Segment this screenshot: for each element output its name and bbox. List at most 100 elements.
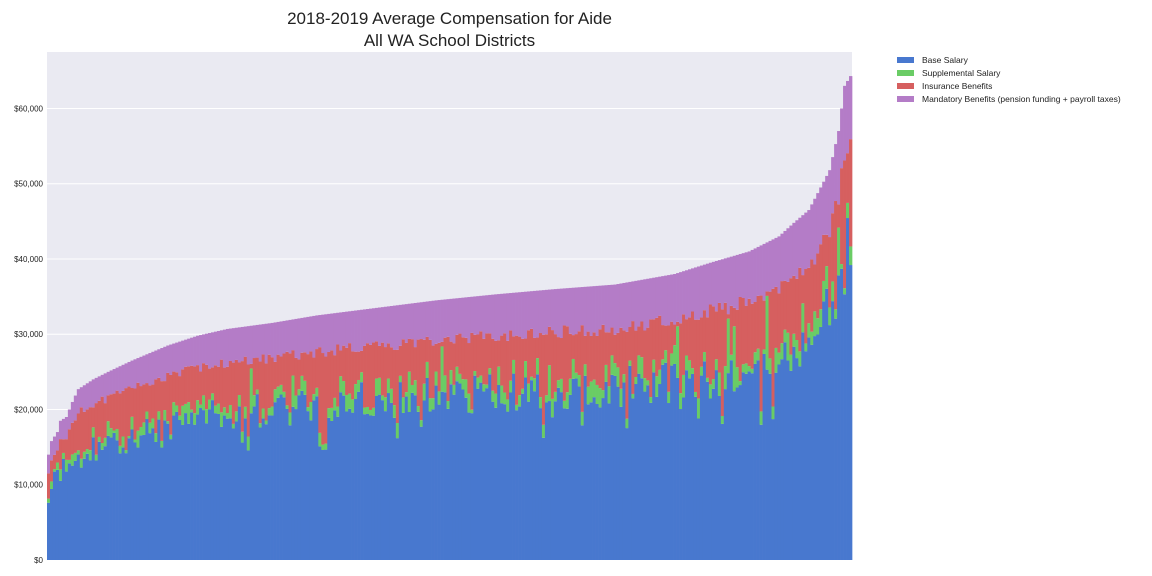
bar-insurance-benefits xyxy=(157,377,161,412)
bar-base-salary xyxy=(148,433,152,560)
bar-base-salary xyxy=(354,399,358,560)
bar-supplemental-salary xyxy=(732,326,737,392)
bar-supplemental-salary xyxy=(181,405,185,425)
bar-supplemental-salary xyxy=(610,355,614,375)
bar-supplemental-salary xyxy=(100,443,104,450)
bar-insurance-benefits xyxy=(792,275,796,334)
bar-base-salary xyxy=(825,288,829,560)
bar-mandatory-benefits xyxy=(175,342,179,373)
bar-mandatory-benefits xyxy=(321,314,325,354)
bar-insurance-benefits xyxy=(163,381,167,411)
bar-mandatory-benefits xyxy=(178,341,182,377)
bar-base-salary xyxy=(264,424,268,560)
bar-mandatory-benefits xyxy=(485,295,489,334)
bar-base-salary xyxy=(488,374,492,560)
bar-insurance-benefits xyxy=(843,160,847,289)
bar-supplemental-salary xyxy=(297,389,301,396)
bar-mandatory-benefits xyxy=(395,305,400,350)
bar-supplemental-salary xyxy=(369,409,373,416)
bar-supplemental-salary xyxy=(160,440,164,448)
bar-mandatory-benefits xyxy=(750,249,754,304)
bar-insurance-benefits xyxy=(640,321,644,358)
bar-base-salary xyxy=(640,378,644,560)
bar-mandatory-benefits xyxy=(735,254,740,310)
bar-insurance-benefits xyxy=(771,288,775,407)
bar-mandatory-benefits xyxy=(234,327,239,360)
bar-supplemental-salary xyxy=(696,398,701,419)
bar-mandatory-benefits xyxy=(527,291,531,331)
bar-insurance-benefits xyxy=(786,281,790,333)
bar-supplemental-salary xyxy=(592,379,596,398)
bar-base-salary xyxy=(819,326,823,560)
bar-mandatory-benefits xyxy=(729,256,734,306)
bar-supplemental-salary xyxy=(544,395,549,403)
bar-insurance-benefits xyxy=(55,450,60,463)
bar-supplemental-salary xyxy=(47,498,51,503)
bar-mandatory-benefits xyxy=(470,296,474,333)
bar-supplemental-salary xyxy=(789,354,793,371)
bar-insurance-benefits xyxy=(196,365,200,401)
bar-mandatory-benefits xyxy=(115,367,119,391)
bar-base-salary xyxy=(163,420,167,560)
bar-mandatory-benefits xyxy=(419,302,424,340)
bar-base-salary xyxy=(747,371,751,560)
bar-mandatory-benefits xyxy=(219,330,224,360)
bar-insurance-benefits xyxy=(193,366,197,414)
bar-supplemental-salary xyxy=(726,318,731,374)
bar-base-salary xyxy=(744,373,748,560)
bar-supplemental-salary xyxy=(676,326,680,378)
bar-insurance-benefits xyxy=(652,319,656,360)
bar-base-salary xyxy=(312,400,316,560)
bar-mandatory-benefits xyxy=(455,298,459,335)
bar-base-salary xyxy=(228,418,233,560)
bar-insurance-benefits xyxy=(628,327,632,361)
bar-mandatory-benefits xyxy=(679,272,683,324)
bar-base-salary xyxy=(571,378,576,560)
bar-base-salary xyxy=(357,391,361,560)
bar-insurance-benefits xyxy=(58,439,63,470)
bar-mandatory-benefits xyxy=(488,294,492,334)
bar-supplemental-salary xyxy=(485,384,489,389)
bar-supplemental-salary xyxy=(374,378,379,396)
bar-base-salary xyxy=(55,469,60,560)
legend-item-mandatory-benefits: Mandatory Benefits (pension funding + pa… xyxy=(897,93,1121,106)
bar-base-salary xyxy=(130,429,134,560)
bar-mandatory-benefits xyxy=(240,326,245,362)
bar-supplemental-salary xyxy=(813,311,817,337)
chart-title-line-1: 2018-2019 Average Compensation for Aide xyxy=(287,9,612,28)
bar-base-salary xyxy=(840,268,844,560)
bar-insurance-benefits xyxy=(354,351,358,385)
bar-supplemental-salary xyxy=(655,376,659,397)
bar-supplemental-salary xyxy=(175,405,179,412)
legend-swatch-mandatory-benefits xyxy=(897,96,914,103)
bar-supplemental-salary xyxy=(389,388,394,403)
bar-supplemental-salary xyxy=(664,350,668,363)
bar-supplemental-salary xyxy=(783,329,787,343)
bar-mandatory-benefits xyxy=(267,323,271,355)
bar-mandatory-benefits xyxy=(497,294,501,341)
bar-supplemental-salary xyxy=(428,398,432,412)
bar-base-salary xyxy=(711,388,716,560)
bar-base-salary xyxy=(398,382,403,560)
bar-base-salary xyxy=(696,418,701,560)
bar-insurance-benefits xyxy=(175,372,179,406)
bar-supplemental-salary xyxy=(541,424,546,438)
bar-mandatory-benefits xyxy=(541,290,546,335)
bar-mandatory-benefits xyxy=(333,313,337,356)
bar-base-salary xyxy=(541,437,546,560)
bar-base-salary xyxy=(49,488,54,560)
bar-supplemental-salary xyxy=(130,416,134,430)
bar-mandatory-benefits xyxy=(780,233,784,282)
bar-supplemental-salary xyxy=(589,381,593,403)
bar-insurance-benefits xyxy=(592,332,596,380)
bars xyxy=(47,76,853,561)
bar-mandatory-benefits xyxy=(252,325,257,359)
bar-insurance-benefits xyxy=(172,371,176,403)
bar-insurance-benefits xyxy=(759,295,763,412)
bar-base-salary xyxy=(553,401,558,560)
bar-supplemental-salary xyxy=(509,380,513,393)
bar-mandatory-benefits xyxy=(816,193,820,254)
bar-supplemental-salary xyxy=(202,395,206,411)
bar-base-salary xyxy=(258,427,263,560)
bar-insurance-benefits xyxy=(807,267,811,324)
